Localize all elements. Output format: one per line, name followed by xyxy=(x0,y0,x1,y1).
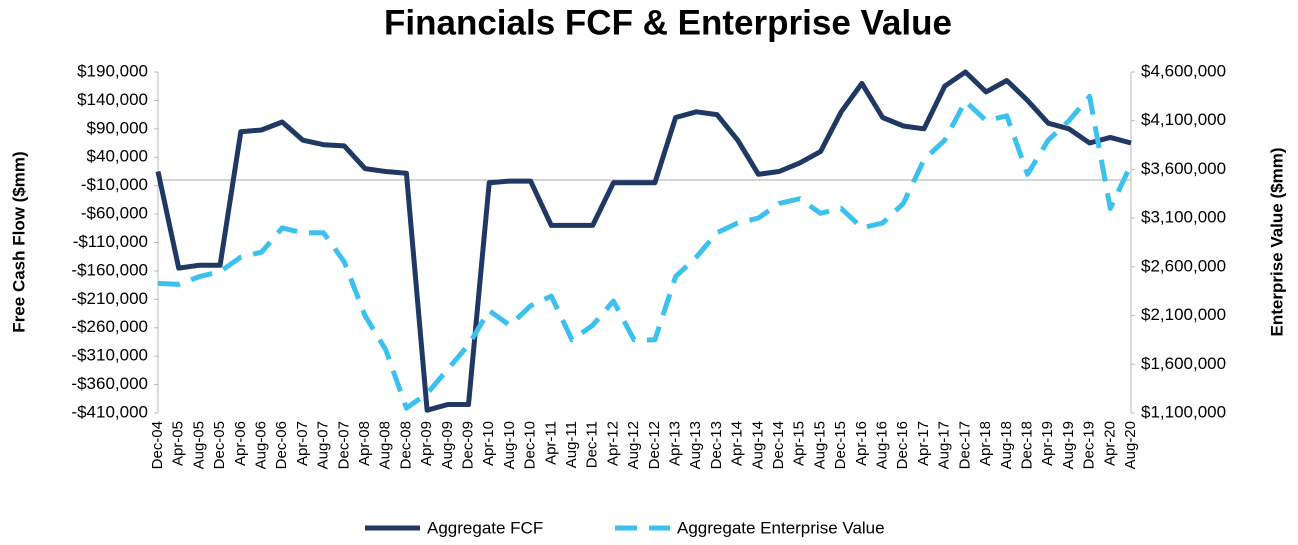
x-tick-label: Apr-18 xyxy=(977,421,994,466)
x-tick-label: Aug-19 xyxy=(1060,421,1077,469)
x-tick-label: Aug-18 xyxy=(998,421,1015,469)
x-tick-label: Apr-08 xyxy=(356,421,373,466)
x-tick-label: Apr-16 xyxy=(853,421,870,466)
x-tick-label: Aug-07 xyxy=(315,421,332,469)
x-tick-label: Aug-06 xyxy=(252,421,269,469)
x-tick-label: Dec-05 xyxy=(211,421,228,469)
x-tick-label: Dec-09 xyxy=(460,421,477,469)
y-tick-label: $140,000 xyxy=(77,90,148,109)
x-tick-label: Aug-20 xyxy=(1122,421,1139,469)
y-tick-label: -$60,000 xyxy=(81,204,148,223)
x-tick-label: Aug-16 xyxy=(874,421,891,469)
x-tick-label: Aug-11 xyxy=(563,421,580,468)
legend-label: Aggregate FCF xyxy=(427,518,543,537)
x-tick-label: Dec-10 xyxy=(522,421,539,469)
x-tick-label: Apr-12 xyxy=(604,421,621,466)
line-series xyxy=(157,93,1134,411)
y2-tick-label: $2,100,000 xyxy=(1141,305,1226,324)
x-tick-label: Apr-14 xyxy=(729,421,746,466)
y2-tick-label: $1,100,000 xyxy=(1141,402,1226,421)
x-tick-label: Apr-13 xyxy=(667,421,684,466)
chart-title: Financials FCF & Enterprise Value xyxy=(384,3,952,42)
y-tick-label: -$10,000 xyxy=(81,175,148,194)
y-tick-label: $40,000 xyxy=(87,147,148,166)
x-tick-label: Dec-17 xyxy=(956,421,973,469)
x-tick-label: Dec-12 xyxy=(646,421,663,469)
y2-tick-label: $2,600,000 xyxy=(1141,256,1226,275)
x-tick-label: Dec-16 xyxy=(894,421,911,469)
x-tick-label: Dec-11 xyxy=(584,421,601,468)
x-tick-label: Aug-13 xyxy=(687,421,704,469)
y-tick-label: -$210,000 xyxy=(71,289,148,308)
x-tick-label: Apr-20 xyxy=(1101,421,1118,466)
y2-tick-label: $3,600,000 xyxy=(1141,159,1226,178)
x-tick-label: Aug-05 xyxy=(190,421,207,469)
x-tick-label: Dec-15 xyxy=(832,421,849,469)
y-tick-label: $190,000 xyxy=(77,61,148,80)
x-tick-label: Dec-04 xyxy=(149,421,166,469)
x-tick-label: Dec-18 xyxy=(1018,421,1035,469)
x-tick-label: Apr-09 xyxy=(418,421,435,466)
x-tick-label: Dec-14 xyxy=(770,421,787,469)
x-tick-label: Dec-19 xyxy=(1081,421,1098,469)
y2-tick-label: $1,600,000 xyxy=(1141,354,1226,373)
x-tick-label: Dec-13 xyxy=(708,421,725,469)
x-tick-label: Apr-15 xyxy=(791,421,808,466)
y-tick-label: $90,000 xyxy=(87,118,148,137)
y-tick-label: -$310,000 xyxy=(71,346,148,365)
x-tick-label: Aug-12 xyxy=(625,421,642,469)
x-tick-label: Aug-14 xyxy=(749,421,766,469)
x-tick-label: Dec-07 xyxy=(335,421,352,469)
y-tick-label: -$160,000 xyxy=(71,260,148,279)
y2-axis-title: Enterprise Value ($mm) xyxy=(1267,148,1286,337)
y2-tick-label: $4,100,000 xyxy=(1141,110,1226,129)
x-tick-label: Aug-17 xyxy=(936,421,953,469)
x-tick-label: Aug-08 xyxy=(377,421,394,469)
x-tick-label: Apr-17 xyxy=(915,421,932,466)
x-tick-label: Aug-09 xyxy=(439,421,456,469)
x-tick-label: Apr-07 xyxy=(294,421,311,466)
x-tick-label: Aug-15 xyxy=(811,421,828,469)
y-axis-title: Free Cash Flow ($mm) xyxy=(9,151,28,332)
x-tick-label: Apr-05 xyxy=(170,421,187,466)
legend-label: Aggregate Enterprise Value xyxy=(677,518,885,537)
y2-tick-label: $4,600,000 xyxy=(1141,61,1226,80)
x-tick-label: Apr-10 xyxy=(480,421,497,466)
x-tick-label: Aug-10 xyxy=(501,421,518,469)
y-tick-label: -$360,000 xyxy=(71,374,148,393)
x-tick-label: Apr-11 xyxy=(542,421,559,465)
x-tick-label: Dec-08 xyxy=(397,421,414,469)
y-tick-label: -$260,000 xyxy=(71,317,148,336)
y-tick-label: -$410,000 xyxy=(71,402,148,421)
x-tick-label: Apr-19 xyxy=(1039,421,1056,466)
x-tick-label: Apr-06 xyxy=(232,421,249,466)
y-tick-label: -$110,000 xyxy=(73,232,148,251)
y2-tick-label: $3,100,000 xyxy=(1141,208,1226,227)
line-series xyxy=(155,69,1132,413)
x-tick-label: Dec-06 xyxy=(273,421,290,469)
